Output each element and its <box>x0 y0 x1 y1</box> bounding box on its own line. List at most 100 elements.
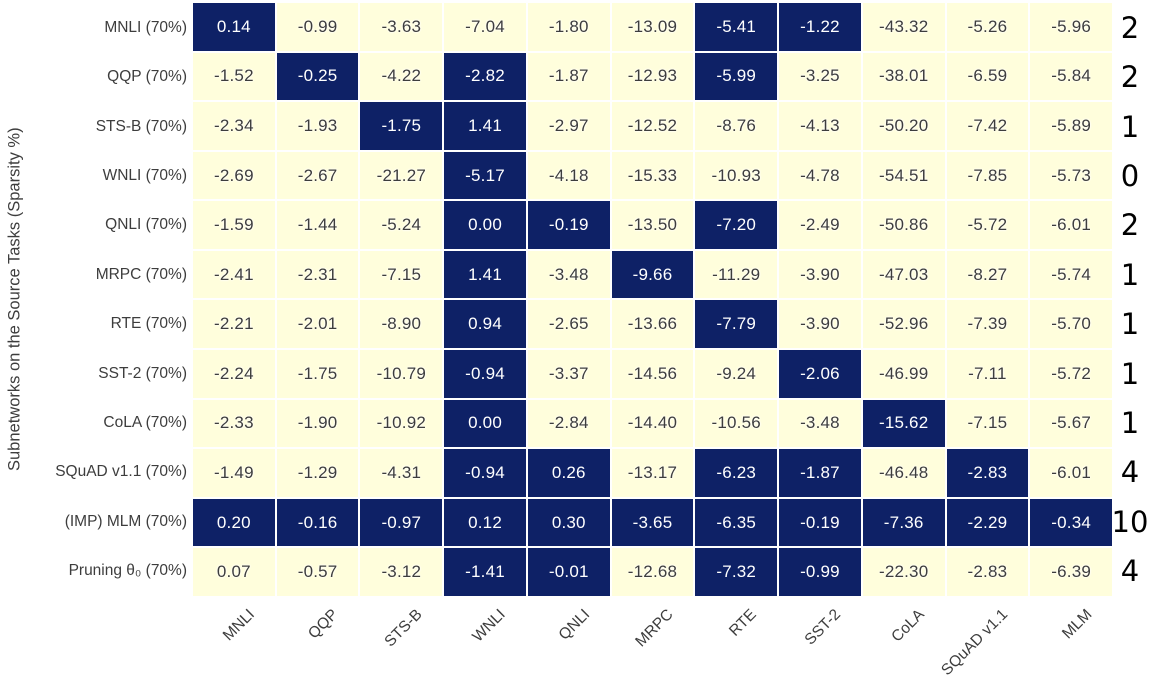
heatmap-cell: 0.07 <box>193 548 275 596</box>
heatmap-cell: -0.94 <box>444 350 526 398</box>
heatmap-cell: -2.06 <box>779 350 861 398</box>
heatmap-cell: -5.73 <box>1030 151 1112 200</box>
heatmap-cell: -2.82 <box>444 52 526 101</box>
heatmap-cell: -4.22 <box>360 52 443 101</box>
y-axis-label: Subnetworks on the Source Tasks (Sparsit… <box>5 127 24 472</box>
x-tick-label: MRPC <box>632 606 677 651</box>
heatmap-cell: -2.69 <box>193 151 275 200</box>
y-tick-label: CoLA (70%) <box>103 414 187 432</box>
heatmap-cell: -2.49 <box>779 201 861 249</box>
x-tick-label: SST-2 <box>801 606 844 649</box>
heatmap-cell: -6.39 <box>1030 548 1112 596</box>
x-tick-label: WNLI <box>469 606 510 646</box>
heatmap-cell: -0.19 <box>779 498 861 547</box>
x-tick-slot: CoLA <box>863 596 945 693</box>
heatmap-cell: -13.09 <box>611 3 694 51</box>
heatmap-cell: -21.27 <box>360 151 443 200</box>
heatmap-cell: -14.40 <box>611 399 694 448</box>
heatmap-cell: -4.13 <box>779 102 861 150</box>
heatmap-cell: -2.97 <box>527 102 610 150</box>
heatmap-cell: -10.79 <box>360 350 443 398</box>
y-tick-label: MNLI (70%) <box>104 18 187 36</box>
heatmap-cell: -38.01 <box>862 52 945 101</box>
heatmap-cell: -1.87 <box>527 52 610 101</box>
heatmap-cell: -5.70 <box>1030 300 1112 349</box>
x-tick-label: QQP <box>305 606 342 643</box>
row-count-label: 4 <box>1120 455 1140 490</box>
heatmap-cell: -10.92 <box>360 399 443 448</box>
heatmap-cell: -14.56 <box>611 350 694 398</box>
heatmap-cell: -3.63 <box>360 3 443 51</box>
y-tick-label: Pruning θ₀ (70%) <box>68 562 187 580</box>
heatmap-cell: -0.34 <box>1030 498 1112 547</box>
heatmap-cell: -7.85 <box>946 151 1029 200</box>
heatmap-cell: 0.94 <box>444 300 526 349</box>
heatmap-cell: -4.18 <box>527 151 610 200</box>
heatmap-cell: -10.93 <box>695 151 778 200</box>
heatmap-cell: -4.31 <box>360 449 443 497</box>
x-tick-slot: MNLI <box>193 596 275 693</box>
heatmap-cell: -1.41 <box>444 548 526 596</box>
heatmap-cell: -7.39 <box>946 300 1029 349</box>
x-tick-slot: QQP <box>277 596 359 693</box>
heatmap-cell: -2.67 <box>276 151 359 200</box>
heatmap-cell: -0.99 <box>276 3 359 51</box>
heatmap-cell: -0.57 <box>276 548 359 596</box>
heatmap-cell: -3.37 <box>527 350 610 398</box>
heatmap-cell: -5.96 <box>1030 3 1112 51</box>
heatmap-cell: -8.90 <box>360 300 443 349</box>
heatmap-cell: -43.32 <box>862 3 945 51</box>
heatmap-cell: -5.89 <box>1030 102 1112 150</box>
heatmap-cell: -3.65 <box>611 498 694 547</box>
x-tick-slot: QNLI <box>528 596 610 693</box>
x-tick-label: MNLI <box>219 606 258 645</box>
heatmap-cell: -5.67 <box>1030 399 1112 448</box>
heatmap-cell: -2.24 <box>193 350 275 398</box>
heatmap-cell: -0.97 <box>360 498 443 547</box>
x-tick-slot: MRPC <box>612 596 694 693</box>
heatmap-cell: -7.04 <box>444 3 526 51</box>
heatmap-cell: -8.27 <box>946 250 1029 299</box>
heatmap-cell: -5.84 <box>1030 52 1112 101</box>
heatmap-cell: -1.49 <box>193 449 275 497</box>
heatmap-cell: 0.26 <box>527 449 610 497</box>
x-tick-label: SQuAD v1.1 <box>938 606 1012 679</box>
heatmap-cell: -1.93 <box>276 102 359 150</box>
heatmap-cell: -50.86 <box>862 201 945 249</box>
heatmap-cell: -7.36 <box>862 498 945 547</box>
heatmap-cell: -9.24 <box>695 350 778 398</box>
heatmap-cell: -7.20 <box>695 201 778 249</box>
heatmap-cell: -7.79 <box>695 300 778 349</box>
row-count-label: 1 <box>1120 257 1140 292</box>
y-tick-label: SST-2 (70%) <box>98 364 187 382</box>
heatmap-cell: 0.20 <box>193 498 275 547</box>
heatmap-cell: 0.12 <box>444 498 526 547</box>
heatmap-cell: -2.34 <box>193 102 275 150</box>
heatmap-cell: -5.26 <box>946 3 1029 51</box>
heatmap-cell: 1.41 <box>444 102 526 150</box>
heatmap-cell: -9.66 <box>611 250 694 299</box>
heatmap-cell: -4.78 <box>779 151 861 200</box>
heatmap-cell: -0.94 <box>444 449 526 497</box>
heatmap-grid: 0.14 -0.99 -3.63 -7.04 -1.80 -13.09 -5.41 -1.22… <box>193 3 1112 596</box>
heatmap-cell: -0.16 <box>276 498 359 547</box>
heatmap-cell: -7.15 <box>360 250 443 299</box>
heatmap-cell: -0.19 <box>527 201 610 249</box>
heatmap-cell: -0.25 <box>276 52 359 101</box>
heatmap-cell: -3.25 <box>779 52 861 101</box>
heatmap-cell: -2.65 <box>527 300 610 349</box>
row-count-label: 1 <box>1120 406 1140 441</box>
y-tick-label: STS-B (70%) <box>95 117 187 135</box>
heatmap-cell: -3.90 <box>779 250 861 299</box>
heatmap-cell: 1.41 <box>444 250 526 299</box>
row-count-label: 2 <box>1120 60 1140 95</box>
x-tick-slot: WNLI <box>444 596 526 693</box>
x-tick-label: QNLI <box>555 606 593 644</box>
heatmap-cell: -2.31 <box>276 250 359 299</box>
heatmap-cell: -6.35 <box>695 498 778 547</box>
heatmap-cell: -13.66 <box>611 300 694 349</box>
heatmap-cell: -5.24 <box>360 201 443 249</box>
heatmap-cell: 0.00 <box>444 399 526 448</box>
row-count-label: 1 <box>1120 109 1140 144</box>
